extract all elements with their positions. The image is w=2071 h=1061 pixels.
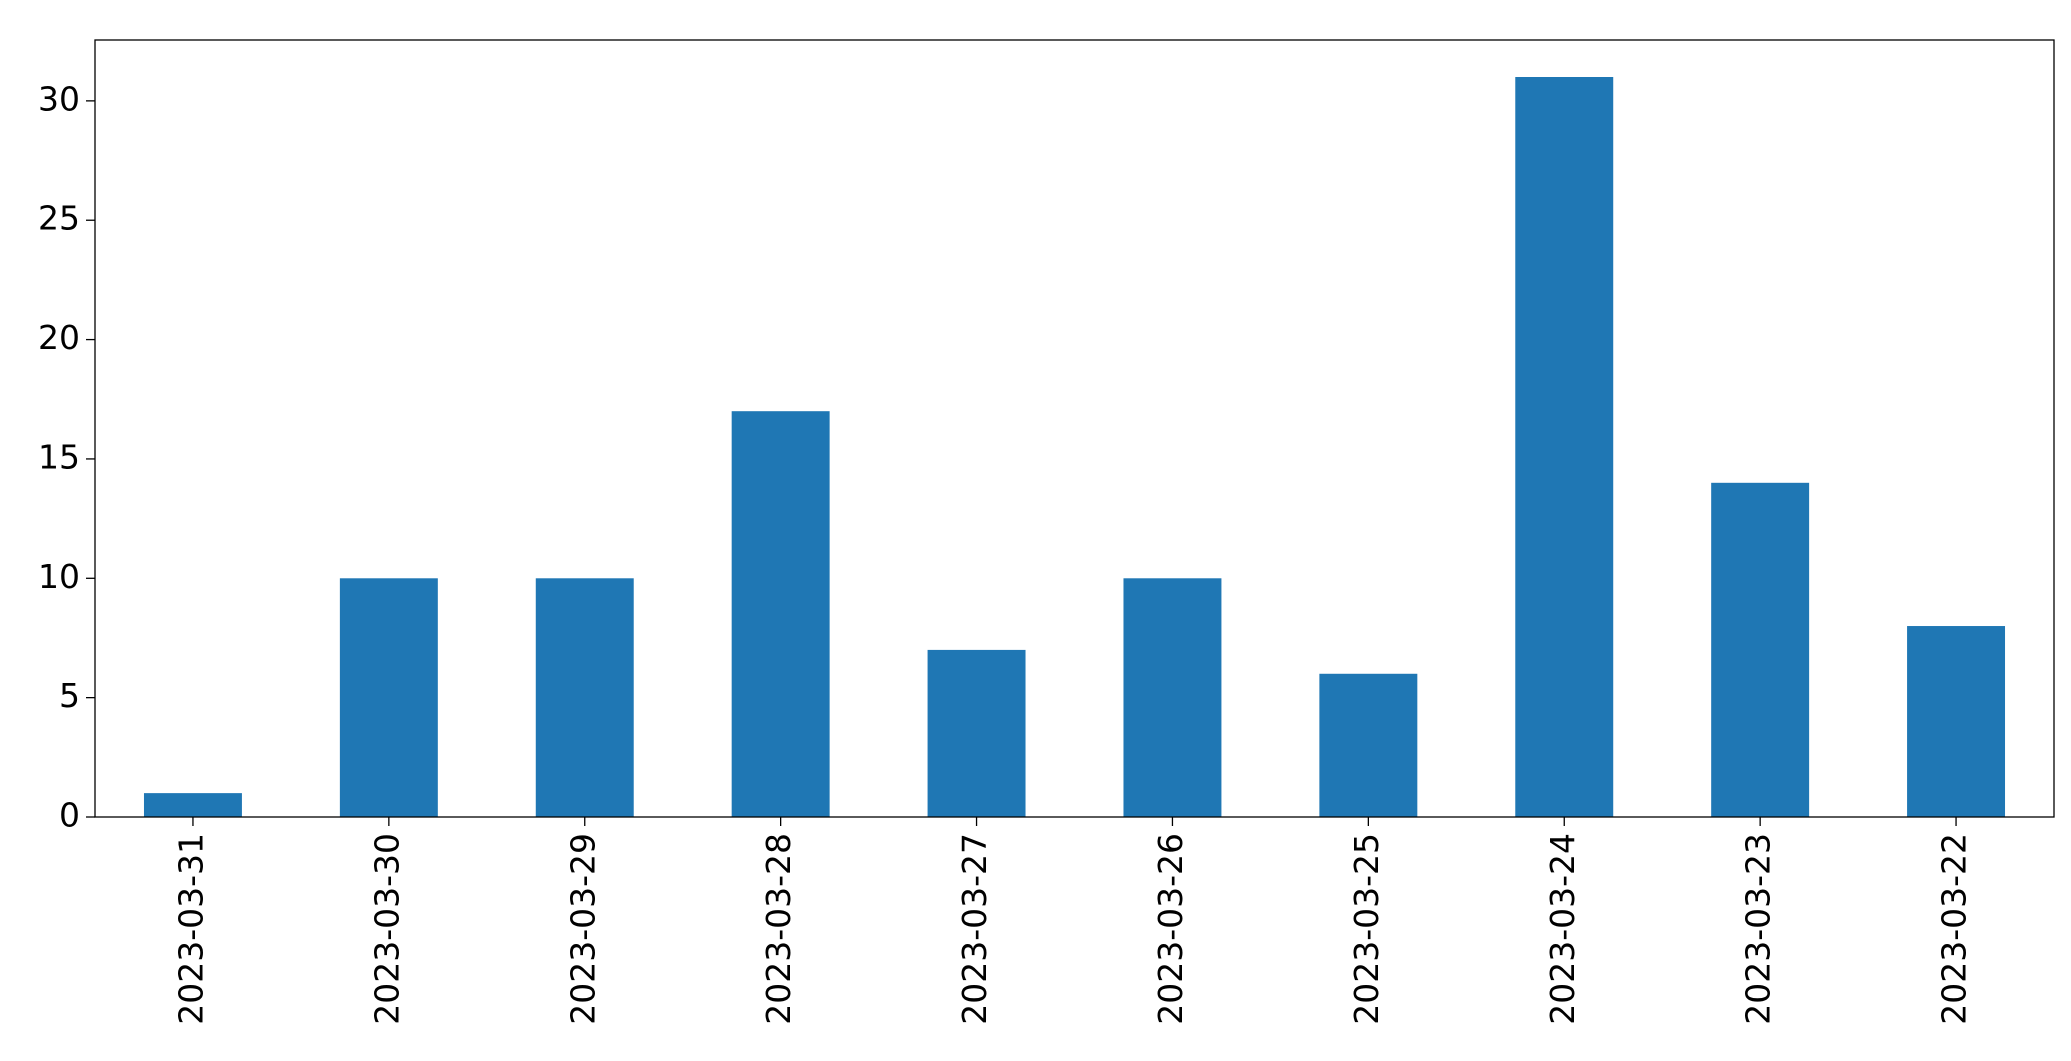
- y-tick-label: 30: [38, 79, 80, 118]
- y-tick-label: 25: [38, 199, 80, 238]
- x-tick-label: 2023-03-22: [1935, 833, 1974, 1025]
- x-tick-label: 2023-03-24: [1543, 833, 1582, 1025]
- bar: [143, 793, 242, 817]
- bar: [731, 411, 830, 817]
- bar: [1123, 578, 1222, 817]
- bar: [339, 578, 438, 817]
- bar: [1319, 673, 1418, 817]
- x-tick-label: 2023-03-30: [367, 833, 406, 1025]
- bar: [1711, 482, 1810, 817]
- y-tick-label: 15: [38, 437, 80, 476]
- y-tick-label: 5: [59, 676, 80, 715]
- x-tick-label: 2023-03-29: [563, 833, 602, 1025]
- bar: [1515, 77, 1614, 817]
- y-tick-label: 0: [59, 796, 80, 835]
- bar: [535, 578, 634, 817]
- x-tick-label: 2023-03-27: [955, 833, 994, 1025]
- x-tick-label: 2023-03-25: [1347, 833, 1386, 1025]
- x-tick-label: 2023-03-26: [1151, 833, 1190, 1025]
- y-tick-label: 20: [38, 318, 80, 357]
- x-tick-label: 2023-03-28: [759, 833, 798, 1025]
- y-tick-label: 10: [38, 557, 80, 596]
- x-tick-label: 2023-03-31: [171, 833, 210, 1025]
- x-tick-label: 2023-03-23: [1739, 833, 1778, 1025]
- plot-frame: [94, 39, 2055, 818]
- bar: [1907, 626, 2006, 817]
- bar: [927, 649, 1026, 817]
